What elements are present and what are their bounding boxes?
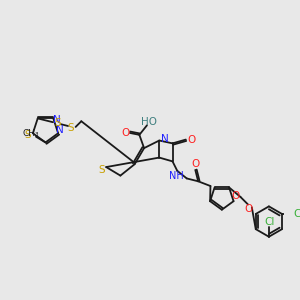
Text: S: S <box>54 118 61 128</box>
Text: S: S <box>25 130 32 140</box>
Text: O: O <box>188 135 196 145</box>
Text: O: O <box>121 128 129 138</box>
Text: Cl: Cl <box>265 217 275 226</box>
Text: S: S <box>98 165 105 175</box>
Text: N: N <box>161 134 169 144</box>
Text: Cl: Cl <box>293 209 300 219</box>
Text: N: N <box>53 115 61 125</box>
Text: O: O <box>245 204 253 214</box>
Text: NH: NH <box>169 171 184 181</box>
Text: HO: HO <box>141 117 157 127</box>
Text: S: S <box>68 123 74 133</box>
Text: O: O <box>191 159 200 169</box>
Text: CH₃: CH₃ <box>23 129 40 138</box>
Text: O: O <box>231 191 240 202</box>
Text: N: N <box>56 125 64 135</box>
